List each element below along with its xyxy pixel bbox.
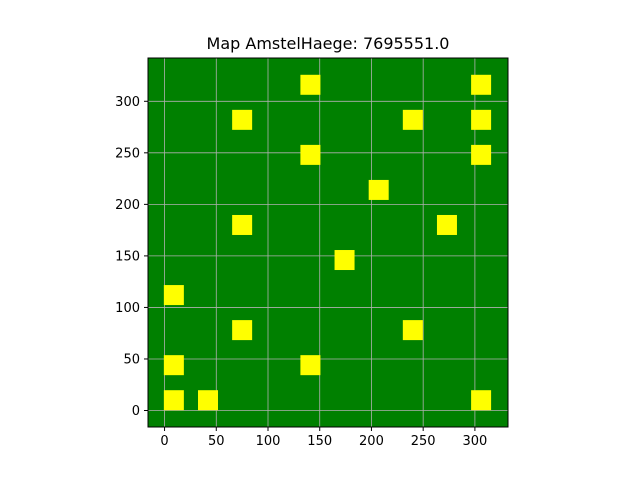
y-tick-label: 0: [132, 404, 140, 419]
data-point: [334, 250, 355, 271]
grid-lines: [148, 58, 508, 427]
data-point: [471, 109, 492, 130]
x-tick-label: 200: [359, 434, 384, 449]
data-point: [436, 214, 457, 235]
plot-border: [147, 57, 509, 428]
x-tick-label: 250: [411, 434, 436, 449]
plot-background: [148, 58, 508, 427]
data-point: [300, 355, 321, 376]
data-point: [471, 144, 492, 165]
plot-area: [148, 58, 508, 427]
data-point: [198, 390, 218, 411]
data-point: [232, 320, 253, 341]
data-point: [300, 74, 321, 95]
data-point: [402, 109, 423, 130]
data-points: [163, 74, 492, 411]
data-point: [232, 214, 253, 235]
y-tick-label: 150: [115, 249, 140, 264]
axes-frame: [147, 57, 509, 428]
x-axis-ticks: 0 50 100 150 200 250 300: [160, 427, 487, 449]
y-tick-label: 300: [115, 95, 140, 110]
x-tick-label: 100: [256, 434, 281, 449]
data-point: [163, 285, 184, 306]
x-tick-label: 300: [462, 434, 487, 449]
data-point: [163, 355, 184, 376]
x-tick-label: 50: [208, 434, 225, 449]
x-tick-label: 150: [307, 434, 332, 449]
y-tick-label: 250: [115, 146, 140, 161]
y-tick-label: 100: [115, 301, 140, 316]
data-point: [300, 144, 321, 165]
data-point: [163, 390, 184, 411]
data-point: [402, 320, 423, 341]
data-point: [232, 109, 253, 130]
y-tick-label: 50: [123, 352, 140, 367]
chart-title: Map AmstelHaege: 7695551.0: [207, 34, 450, 53]
y-axis-ticks: 0 50 100 150 200 250 300: [115, 95, 148, 419]
data-point: [471, 390, 492, 411]
data-point: [368, 179, 389, 200]
data-point: [471, 74, 492, 95]
y-tick-label: 200: [115, 198, 140, 213]
x-tick-label: 0: [160, 434, 168, 449]
